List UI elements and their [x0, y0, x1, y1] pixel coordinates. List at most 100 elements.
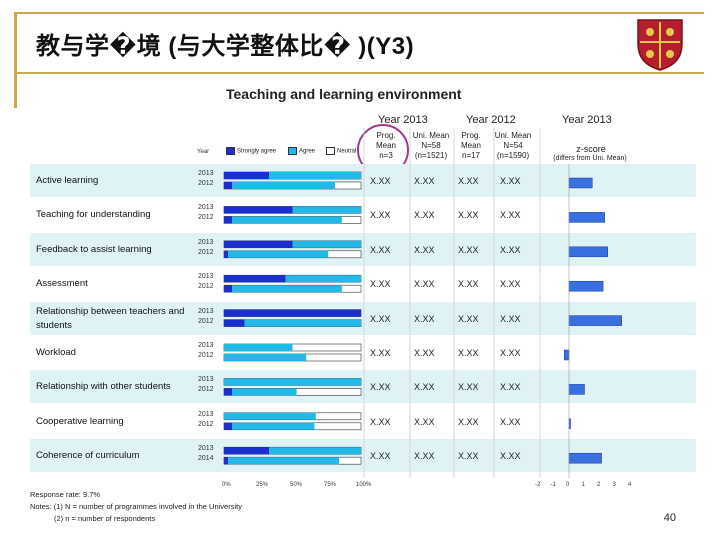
mean-value: X.XX [414, 313, 435, 324]
mean-value: X.XX [414, 451, 435, 462]
mean-value: X.XX [414, 416, 435, 427]
pct-tick-50: 50% [290, 482, 303, 488]
bar-agree [224, 378, 361, 386]
bar-agree [244, 319, 361, 327]
bar-strongly-agree [224, 457, 229, 465]
row-year-label: 2012 [198, 317, 214, 325]
header-uni-mean-2013: Uni. Mean N=58 (n=1521) [412, 131, 450, 160]
pct-tick-25: 25% [256, 482, 269, 488]
bar-agree [269, 447, 361, 455]
zscore-bar [568, 246, 608, 258]
note-2: (2) n = number of respondents [54, 514, 156, 523]
mean-value: X.XX [414, 244, 435, 255]
year-column-label: Year [197, 149, 210, 155]
legend-strongly-agree: Strongly agree [226, 147, 276, 155]
mean-value: X.XX [458, 210, 479, 221]
row-year-label: 2013 [198, 342, 214, 349]
header-year-2013: Year 2013 [378, 114, 428, 126]
row-label: Relationship with other students [36, 381, 171, 393]
legend-label-agree: Agree [299, 148, 316, 155]
mean-value: X.XX [370, 416, 391, 427]
page-number: 40 [663, 512, 676, 524]
header-zscore: z-score [576, 144, 606, 154]
university-crest-icon [637, 19, 683, 71]
row-label: Active learning [36, 175, 99, 186]
legend-label-strongly-agree: Strongly agree [237, 148, 277, 155]
mean-value: X.XX [414, 382, 435, 393]
header-uni-mean-2012: Uni. Mean N=54 (n=1590) [494, 131, 532, 160]
zscore-tick: 0 [566, 482, 570, 488]
bar-agree [232, 216, 342, 224]
bar-agree [285, 275, 361, 283]
header-year-2012: Year 2012 [466, 114, 516, 126]
slide-title: 教与学�境 (与大学整体比� )(Y3) [36, 33, 415, 60]
row-year-label: 2012 [198, 420, 214, 428]
bar-agree [224, 412, 316, 420]
row-year-label: 2012 [198, 214, 214, 222]
row-label: Workload [36, 347, 76, 358]
mean-value: X.XX [458, 382, 479, 393]
mean-value: X.XX [414, 348, 435, 358]
row-year-label: 2013 [198, 238, 214, 246]
mean-value: X.XX [500, 176, 521, 186]
mean-value: X.XX [500, 382, 521, 393]
row-year-label: 2013 [198, 445, 214, 453]
legend-agree: Agree [288, 147, 315, 155]
bar-strongly-agree [224, 422, 233, 430]
bar-strongly-agree [224, 275, 286, 283]
zscore-tick: 4 [628, 482, 632, 488]
slide-frame-divider [14, 72, 704, 74]
slide-frame-top [14, 12, 704, 14]
mean-value: X.XX [370, 451, 391, 462]
bar-agree [269, 172, 361, 179]
chart-title: Teaching and learning environment [226, 86, 462, 102]
mean-value: X.XX [370, 382, 391, 393]
legend-swatch-neutral [326, 147, 335, 155]
pct-tick-75: 75% [324, 482, 337, 488]
bar-agree [224, 354, 307, 361]
zscore-bar [568, 177, 593, 189]
bar-strongly-agree [224, 240, 293, 248]
bar-strongly-agree [224, 250, 229, 258]
mean-value: X.XX [414, 279, 435, 290]
mean-value: X.XX [458, 313, 479, 324]
row-year-label: 2013 [198, 170, 214, 177]
response-rate: Response rate: 9.7% [30, 490, 101, 499]
mean-value: X.XX [458, 348, 479, 358]
bar-strongly-agree [224, 319, 245, 327]
row-year-label: 2013 [198, 307, 214, 315]
mean-value: X.XX [458, 416, 479, 427]
zscore-bar [568, 384, 585, 395]
row-label: Relationship between teachers and studen… [36, 305, 185, 331]
bar-strongly-agree [224, 309, 361, 317]
row-year-label: 2013 [198, 376, 214, 384]
bar-strongly-agree [224, 206, 293, 214]
mean-value: X.XX [370, 348, 391, 358]
bar-agree [232, 182, 335, 189]
zscore-bar [568, 280, 604, 292]
row-year-label: 2012 [198, 386, 214, 394]
row-label: Coherence of curriculum [36, 450, 140, 462]
row-year-label: 2012 [198, 180, 214, 187]
mean-value: X.XX [500, 210, 521, 221]
mean-value: X.XX [500, 348, 521, 358]
mean-value: X.XX [370, 210, 391, 221]
header-prog-mean-2012: Prog. Mean n=17 [460, 131, 481, 160]
mean-value: X.XX [500, 451, 521, 462]
mean-value: X.XX [370, 176, 391, 186]
slide-frame-left [14, 12, 17, 108]
mean-value: X.XX [370, 313, 391, 324]
bar-agree [228, 457, 340, 465]
mean-value: X.XX [500, 313, 521, 324]
mean-value: X.XX [458, 244, 479, 255]
zscore-tick: -1 [550, 482, 556, 488]
bar-agree [292, 240, 361, 248]
row-year-label: 2013 [198, 410, 214, 418]
legend-label-neutral: Neutral [337, 148, 357, 155]
zscore-bar [564, 349, 570, 361]
row-year-label: 2012 [198, 283, 214, 291]
row-label: Cooperative learning [36, 415, 124, 427]
mean-value: X.XX [500, 244, 521, 255]
zscore-tick: 2 [597, 482, 601, 488]
